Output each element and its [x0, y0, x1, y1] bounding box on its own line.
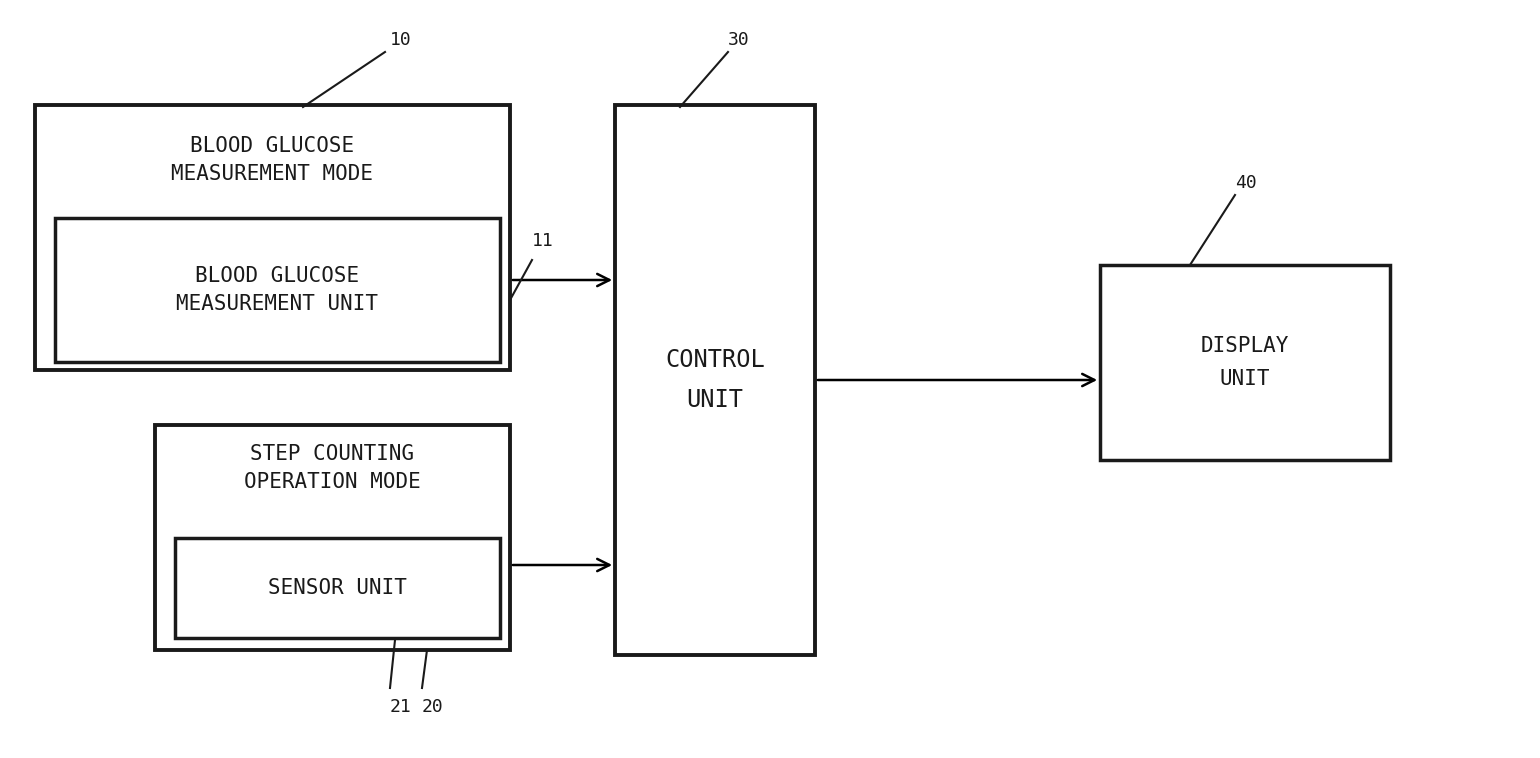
Bar	[614, 105, 815, 655]
Text: BLOOD GLUCOSE
MEASUREMENT UNIT: BLOOD GLUCOSE MEASUREMENT UNIT	[177, 266, 379, 314]
Text: SENSOR UNIT: SENSOR UNIT	[268, 578, 407, 598]
Text: 20: 20	[422, 698, 444, 716]
Text: DISPLAY
UNIT: DISPLAY UNIT	[1201, 336, 1289, 389]
Bar	[35, 105, 510, 370]
Bar	[176, 538, 501, 638]
Text: 30: 30	[728, 31, 750, 49]
Text: 10: 10	[390, 31, 411, 49]
Text: CONTROL
UNIT: CONTROL UNIT	[665, 349, 765, 412]
Bar	[1100, 265, 1391, 460]
Text: 40: 40	[1235, 174, 1257, 192]
Text: 11: 11	[531, 232, 554, 250]
Text: BLOOD GLUCOSE
MEASUREMENT MODE: BLOOD GLUCOSE MEASUREMENT MODE	[171, 136, 374, 184]
Bar	[156, 425, 510, 650]
Text: STEP COUNTING
OPERATION MODE: STEP COUNTING OPERATION MODE	[245, 444, 420, 492]
Bar	[55, 218, 501, 362]
Text: 21: 21	[390, 698, 411, 716]
